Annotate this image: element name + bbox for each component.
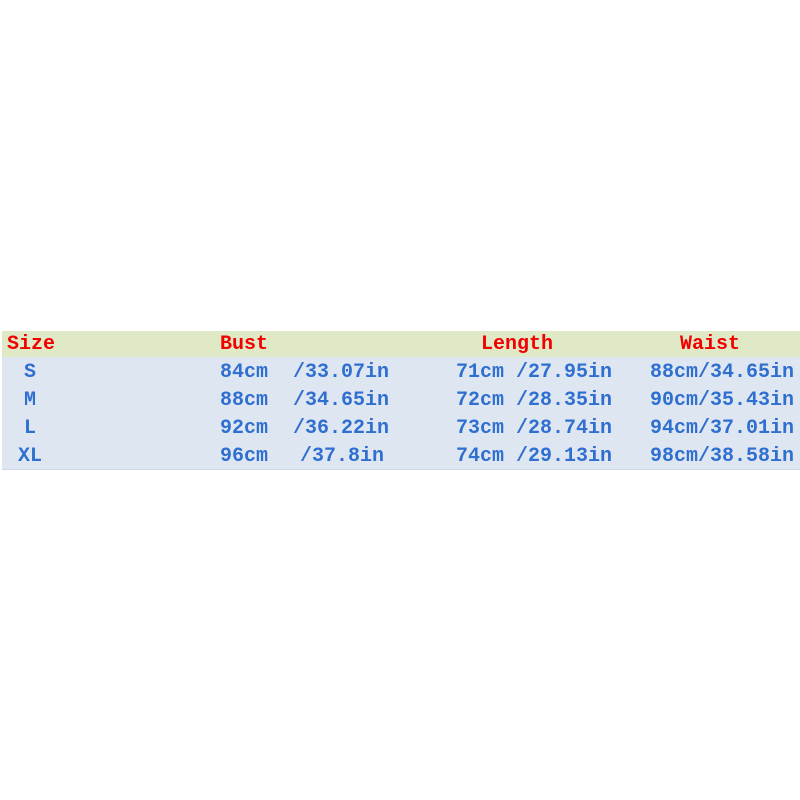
cell-bust-cm: 96cm xyxy=(220,445,269,468)
cell-waist: 94cm/37.01in xyxy=(650,417,795,440)
header-length: Length xyxy=(481,333,554,356)
cell-size: M xyxy=(23,389,36,412)
cell-length: 73cm /28.74in xyxy=(456,417,613,440)
cell-length: 72cm /28.35in xyxy=(456,389,613,412)
header-size: Size xyxy=(7,333,56,356)
cell-bust-in: /36.22in xyxy=(293,417,390,440)
header-bust: Bust xyxy=(220,333,269,356)
cell-size: S xyxy=(23,361,36,384)
cell-size: XL xyxy=(17,445,42,468)
table-header-row xyxy=(2,331,800,357)
cell-bust-in: /33.07in xyxy=(293,361,390,384)
table-body xyxy=(2,357,800,470)
cell-length: 74cm /29.13in xyxy=(456,445,613,468)
cell-length: 71cm /27.95in xyxy=(456,361,613,384)
cell-waist: 90cm/35.43in xyxy=(650,389,795,412)
cell-size: L xyxy=(23,417,36,440)
cell-bust-cm: 88cm xyxy=(220,389,269,412)
cell-bust-in: /37.8in xyxy=(300,445,385,468)
header-waist: Waist xyxy=(680,333,741,356)
cell-bust-cm: 92cm xyxy=(220,417,269,440)
cell-bust-cm: 84cm xyxy=(220,361,269,384)
cell-waist: 98cm/38.58in xyxy=(650,445,795,468)
cell-waist: 88cm/34.65in xyxy=(650,361,795,384)
cell-bust-in: /34.65in xyxy=(293,389,390,412)
